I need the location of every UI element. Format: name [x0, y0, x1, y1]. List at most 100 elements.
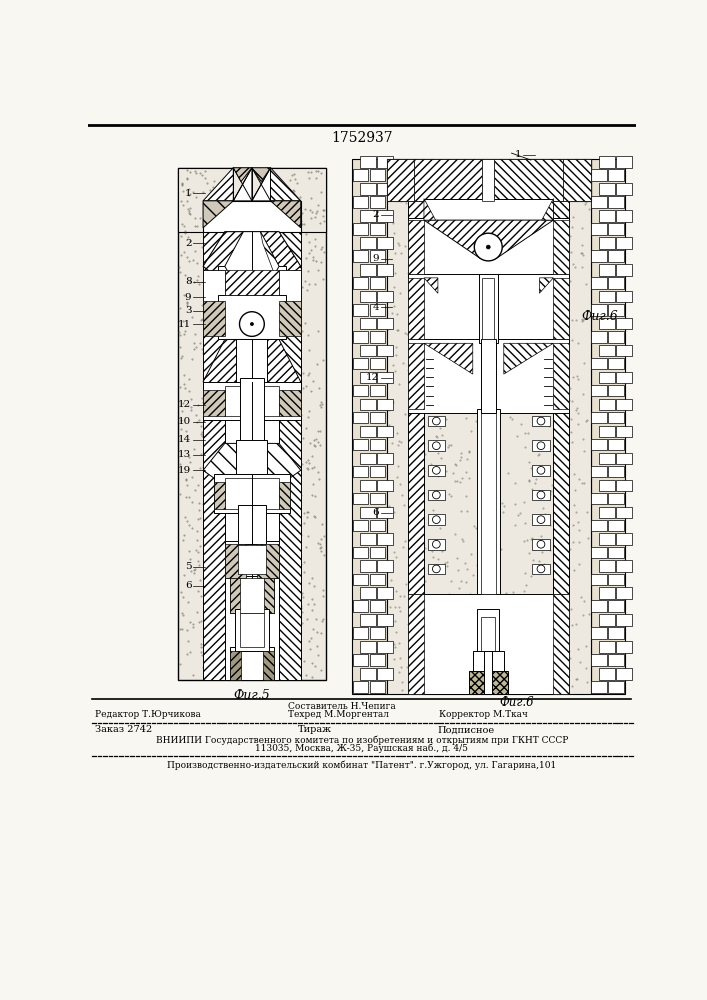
- Bar: [532, 465, 549, 476]
- Polygon shape: [504, 343, 554, 374]
- Bar: [353, 439, 368, 450]
- Bar: [599, 372, 614, 383]
- Bar: [378, 668, 393, 680]
- Bar: [616, 426, 631, 437]
- Bar: [428, 416, 445, 426]
- Bar: [591, 385, 607, 396]
- Bar: [353, 466, 368, 477]
- Bar: [279, 301, 300, 336]
- Bar: [616, 399, 631, 410]
- Text: Составитель Н.Чепига: Составитель Н.Чепига: [288, 702, 396, 711]
- Bar: [353, 412, 368, 423]
- Bar: [599, 264, 614, 276]
- Bar: [479, 274, 498, 343]
- Bar: [428, 490, 445, 500]
- Bar: [428, 564, 445, 574]
- Bar: [225, 232, 279, 680]
- Circle shape: [537, 491, 545, 499]
- Polygon shape: [414, 158, 482, 201]
- Bar: [599, 533, 614, 545]
- Bar: [378, 560, 393, 572]
- Bar: [609, 574, 624, 585]
- Bar: [554, 594, 569, 694]
- Bar: [387, 158, 590, 201]
- Polygon shape: [424, 278, 438, 293]
- Bar: [616, 453, 631, 464]
- Text: Фиг.6: Фиг.6: [499, 696, 534, 709]
- Bar: [616, 668, 631, 680]
- Bar: [609, 358, 624, 369]
- Bar: [554, 278, 569, 339]
- Polygon shape: [424, 343, 473, 374]
- Bar: [353, 250, 368, 262]
- Text: Редактор Т.Юрчикова: Редактор Т.Юрчикова: [95, 710, 201, 719]
- Bar: [378, 291, 393, 302]
- Bar: [279, 270, 300, 309]
- Bar: [279, 389, 300, 416]
- Circle shape: [433, 565, 440, 573]
- Bar: [361, 345, 376, 356]
- Bar: [353, 331, 368, 343]
- Bar: [428, 539, 445, 550]
- Bar: [591, 358, 607, 369]
- Bar: [591, 681, 607, 693]
- Text: 14: 14: [178, 435, 192, 444]
- Bar: [378, 318, 393, 329]
- Bar: [599, 156, 614, 168]
- Bar: [361, 453, 376, 464]
- Bar: [409, 339, 569, 413]
- Bar: [599, 426, 614, 437]
- Bar: [609, 493, 624, 504]
- Polygon shape: [225, 232, 279, 274]
- Polygon shape: [387, 158, 414, 201]
- Bar: [591, 196, 607, 208]
- Polygon shape: [203, 201, 233, 228]
- Bar: [370, 466, 385, 477]
- Text: 19: 19: [178, 466, 192, 475]
- Bar: [361, 641, 376, 653]
- Circle shape: [433, 442, 440, 450]
- Bar: [370, 574, 385, 585]
- Bar: [257, 544, 279, 578]
- Bar: [591, 600, 607, 612]
- Bar: [409, 274, 569, 343]
- Polygon shape: [233, 168, 252, 201]
- Bar: [361, 587, 376, 599]
- Bar: [616, 210, 631, 222]
- Bar: [361, 372, 376, 383]
- Bar: [477, 609, 499, 686]
- Bar: [370, 681, 385, 693]
- Text: ВНИИПИ Государственного комитета по изобретениям и открытиям при ГКНТ СССР: ВНИИПИ Государственного комитета по изоб…: [156, 735, 568, 745]
- Bar: [218, 295, 286, 339]
- Bar: [599, 480, 614, 491]
- Text: Корректор М.Ткач: Корректор М.Ткач: [438, 710, 527, 719]
- Bar: [203, 270, 225, 309]
- Bar: [591, 439, 607, 450]
- Bar: [361, 318, 376, 329]
- Bar: [599, 507, 614, 518]
- Bar: [532, 440, 549, 451]
- Text: 1752937: 1752937: [331, 131, 393, 145]
- Polygon shape: [203, 339, 300, 389]
- Bar: [361, 480, 376, 491]
- Polygon shape: [203, 168, 233, 201]
- Circle shape: [433, 417, 440, 425]
- Bar: [378, 210, 393, 222]
- Bar: [532, 416, 549, 426]
- Bar: [203, 301, 225, 336]
- Bar: [370, 547, 385, 558]
- Bar: [378, 533, 393, 545]
- Bar: [532, 514, 549, 525]
- Bar: [532, 539, 549, 550]
- Bar: [591, 654, 607, 666]
- Bar: [353, 358, 368, 369]
- Bar: [599, 318, 614, 329]
- Bar: [428, 465, 445, 476]
- Polygon shape: [494, 158, 563, 201]
- Bar: [378, 345, 393, 356]
- Bar: [609, 304, 624, 316]
- Bar: [353, 654, 368, 666]
- Bar: [378, 183, 393, 195]
- Bar: [230, 647, 274, 680]
- Bar: [469, 671, 508, 694]
